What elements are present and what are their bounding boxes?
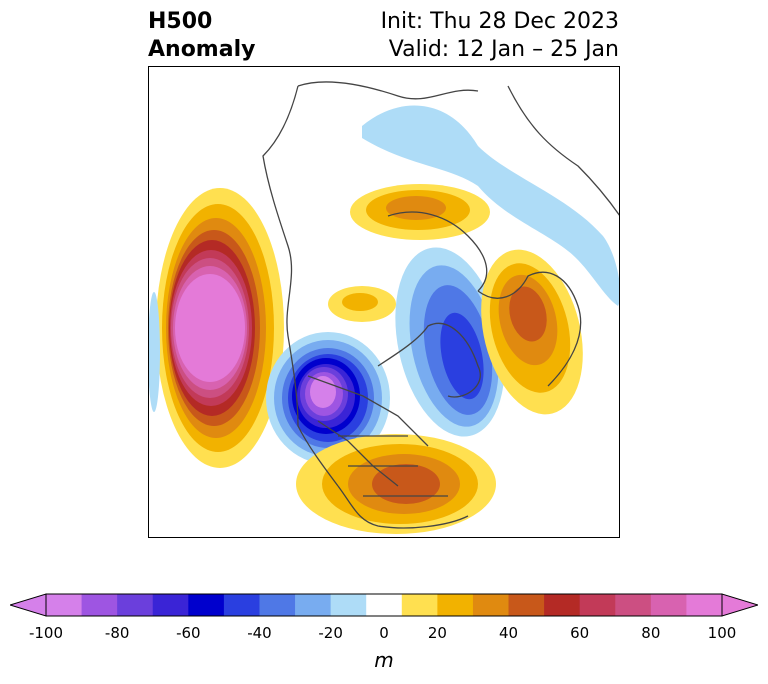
- colorbar-tick-label: 40: [498, 624, 519, 642]
- north-pacific-ridge: [156, 188, 284, 468]
- colorbar-bin: [579, 594, 616, 616]
- title-type: Anomaly: [148, 37, 256, 62]
- colorbar-extend-low: [10, 593, 47, 617]
- colorbar-tick-label: -100: [28, 624, 64, 642]
- map-title: H500 Anomaly: [148, 8, 255, 64]
- colorbar-bin: [259, 594, 296, 616]
- colorbar-bin: [46, 594, 83, 616]
- map-dates: Init: Thu 28 Dec 2023 Valid: 12 Jan – 25…: [381, 8, 619, 64]
- colorbar-bin: [330, 594, 367, 616]
- colorbar-bin: [223, 594, 260, 616]
- colorbar-tick-label: -40: [247, 624, 272, 642]
- colorbar-tick-label: -60: [176, 624, 201, 642]
- colorbar-bin: [366, 594, 403, 616]
- valid-range: Valid: 12 Jan – 25 Jan: [388, 37, 619, 62]
- colorbar-bin: [401, 594, 438, 616]
- colorbar-frame: [45, 593, 723, 617]
- title-field: H500: [148, 9, 213, 34]
- colorbar-bin: [81, 594, 118, 616]
- anomaly-map: [148, 66, 620, 538]
- colorbar-bin: [544, 594, 581, 616]
- colorbar-tick-label: 80: [641, 624, 661, 642]
- eurasia-weak-trough: [148, 105, 620, 412]
- colorbar-extend-high: [721, 593, 758, 617]
- colorbar-bin: [686, 594, 723, 616]
- colorbar-tick-label: -20: [318, 624, 343, 642]
- colorbar-tick-label: 100: [707, 624, 737, 642]
- colorbar-tick-label: 60: [570, 624, 590, 642]
- beaufort-ridge: [328, 286, 396, 322]
- colorbar-bin: [152, 594, 189, 616]
- colorbar: [10, 593, 758, 617]
- colorbar-bin: [615, 594, 652, 616]
- colorbar-bin: [295, 594, 332, 616]
- colorbar-bin: [437, 594, 474, 616]
- coastlines: [262, 81, 620, 529]
- colorbar-bin: [188, 594, 225, 616]
- colorbar-bin: [472, 594, 510, 616]
- colorbar-tick-label: 20: [427, 624, 447, 642]
- colorbar-bin: [508, 594, 545, 616]
- init-date: Init: Thu 28 Dec 2023: [380, 9, 619, 34]
- colorbar-bin: [650, 594, 687, 616]
- colorbar-bin: [117, 594, 154, 616]
- colorbar-tick-label: -80: [104, 624, 130, 642]
- colorbar-unit: m: [374, 648, 394, 672]
- colorbar-tick-label: 0: [379, 624, 389, 642]
